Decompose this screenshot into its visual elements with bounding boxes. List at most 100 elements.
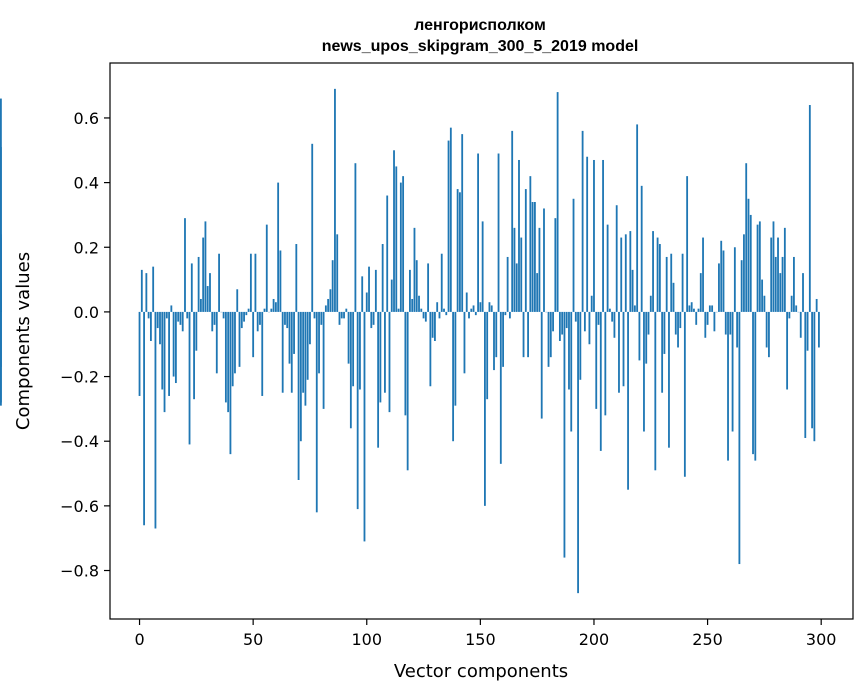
bar	[556, 92, 559, 312]
bar	[168, 311, 170, 396]
bar	[145, 273, 148, 312]
bar	[629, 231, 632, 312]
bar	[449, 127, 452, 312]
bar	[259, 311, 261, 325]
bar	[361, 276, 364, 312]
bar	[295, 244, 298, 312]
bar	[647, 311, 650, 335]
bar	[218, 253, 220, 312]
bar	[618, 311, 620, 393]
bar	[531, 202, 534, 312]
bar	[774, 256, 777, 312]
bar	[627, 311, 629, 490]
bar	[547, 311, 550, 367]
bar	[336, 234, 339, 312]
bar	[695, 311, 698, 325]
bar	[608, 308, 611, 312]
bar	[222, 311, 225, 319]
bar	[704, 311, 707, 338]
bar	[288, 311, 291, 364]
bar	[195, 311, 198, 351]
bar	[593, 159, 595, 312]
bar	[247, 308, 250, 312]
bar	[272, 298, 275, 312]
x-tick-label: 100	[351, 630, 382, 649]
bar	[302, 311, 305, 393]
bar	[388, 311, 391, 413]
bar	[765, 311, 768, 348]
bar	[552, 311, 554, 332]
bar	[399, 182, 402, 312]
bar	[615, 205, 618, 312]
bar	[668, 311, 670, 448]
bar	[143, 311, 145, 526]
bar	[686, 176, 689, 312]
bar	[597, 311, 600, 325]
bar	[481, 221, 484, 312]
bar	[779, 273, 782, 312]
bar	[518, 159, 520, 312]
bar	[438, 311, 441, 319]
bar	[679, 311, 682, 329]
bar	[808, 105, 811, 312]
bar	[374, 269, 377, 312]
y-axis-label: Components values	[13, 252, 34, 430]
bar	[561, 311, 564, 335]
bar	[329, 289, 332, 312]
bar	[754, 311, 757, 461]
bar	[806, 311, 809, 351]
bar	[152, 266, 155, 312]
bar	[529, 176, 532, 312]
bar	[540, 311, 543, 419]
bar	[727, 311, 729, 461]
bar	[149, 311, 152, 341]
bar	[422, 311, 425, 319]
bar	[229, 311, 232, 455]
bar	[772, 221, 775, 312]
bar	[474, 311, 477, 316]
bar	[493, 311, 495, 371]
bar	[327, 298, 330, 312]
y-tick-label: −0.8	[60, 562, 99, 581]
bar	[381, 244, 384, 312]
bar	[620, 237, 623, 312]
bar	[177, 311, 180, 322]
bar	[184, 218, 186, 312]
bar	[702, 237, 704, 312]
bar	[379, 311, 382, 403]
bar	[465, 292, 468, 312]
y-tick-label: 0.4	[74, 174, 99, 193]
chart-title-line2: news_upos_skipgram_300_5_2019 model	[322, 38, 639, 55]
bar	[395, 166, 398, 312]
bar	[502, 311, 504, 367]
bar	[568, 311, 570, 390]
bar	[688, 305, 691, 312]
bar	[236, 289, 239, 312]
bar	[563, 311, 566, 558]
bar	[252, 311, 255, 358]
bars-group	[0, 88, 820, 594]
bar	[227, 311, 230, 413]
bar	[140, 269, 143, 312]
bar	[524, 189, 527, 312]
bar	[413, 227, 416, 312]
bar	[595, 311, 598, 409]
bar	[243, 311, 245, 322]
bar	[731, 311, 734, 432]
bar	[454, 311, 457, 406]
bar	[138, 311, 141, 396]
bar	[304, 311, 307, 406]
bar	[245, 311, 248, 316]
bar	[813, 311, 816, 442]
bar	[640, 185, 643, 312]
bar	[613, 311, 616, 338]
bar	[261, 311, 264, 396]
bar	[315, 311, 318, 513]
bar	[622, 311, 625, 387]
bar	[508, 311, 511, 319]
bar	[795, 305, 798, 312]
bar	[624, 234, 627, 312]
bar	[215, 311, 218, 374]
bar	[159, 311, 161, 345]
